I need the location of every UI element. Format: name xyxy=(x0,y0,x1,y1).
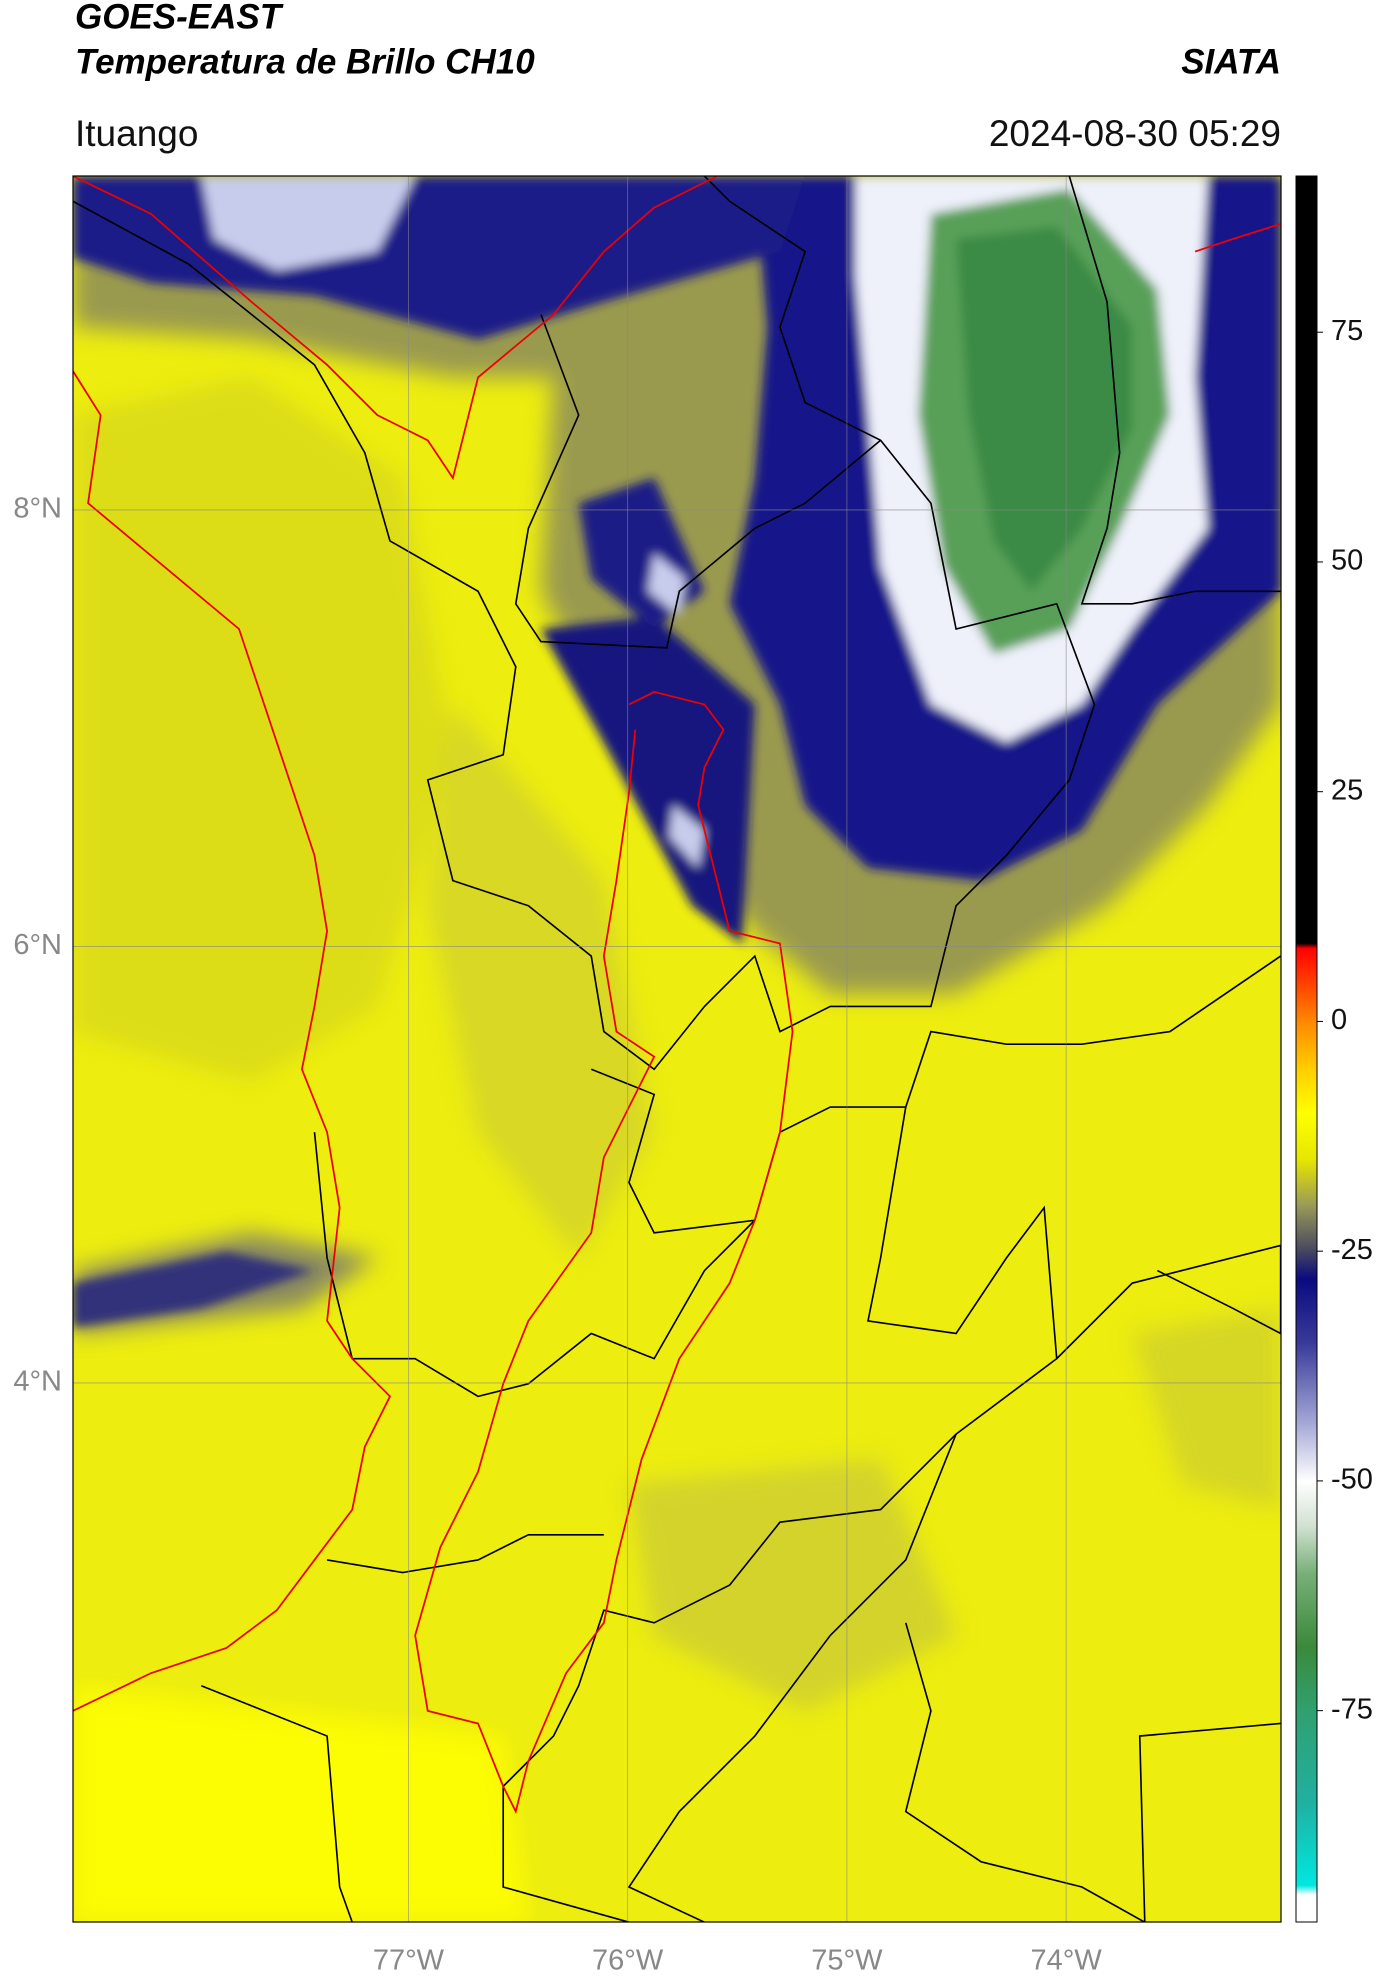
admin-boundary xyxy=(73,176,1096,1071)
colorbar-segment xyxy=(1296,1113,1317,1160)
admin-boundary xyxy=(326,1533,604,1574)
map-imagery xyxy=(73,176,1281,1922)
colorbar-segment xyxy=(1296,1425,1317,1482)
admin-boundary xyxy=(313,1132,756,1398)
admin-boundary xyxy=(502,1106,1058,1922)
colorbar-segment xyxy=(1296,1343,1317,1427)
colorbar-tick-label: -25 xyxy=(1331,1234,1373,1266)
colorbar-segment xyxy=(1296,947,1317,1022)
colorbar-tick-label: 75 xyxy=(1331,315,1363,347)
colorbar-segment xyxy=(1296,1710,1317,1804)
colorbar-segment xyxy=(1296,1646,1317,1712)
department-boundary xyxy=(414,690,794,1815)
colorbar-segment xyxy=(1296,1159,1317,1206)
colorbar-segment xyxy=(1296,1067,1317,1114)
colorbar-tick-label: -75 xyxy=(1331,1693,1373,1725)
datetime: 2024-08-30 05:29 xyxy=(989,113,1281,154)
colorbar-segment xyxy=(1296,1572,1317,1647)
lat-label: 4°N xyxy=(13,1366,62,1398)
admin-boundary xyxy=(514,314,882,649)
colorbar-tick-label: 25 xyxy=(1331,774,1363,806)
colorbar-segment xyxy=(1296,176,1317,944)
coastline xyxy=(73,370,392,1712)
admin-boundary xyxy=(590,955,1281,1234)
colorbar-segment xyxy=(1296,1526,1317,1574)
admin-boundary xyxy=(627,1433,957,1922)
colorbar-segment xyxy=(1296,943,1317,949)
source: SIATA xyxy=(1181,42,1281,81)
colorbar-segment xyxy=(1296,1894,1317,1923)
location: Ituango xyxy=(75,113,198,154)
colorbar-segment xyxy=(1296,1480,1317,1528)
subtitle: Temperatura de Brillo CH10 xyxy=(75,42,535,81)
colorbar: 75 50 25 0 -25 -50 -75 xyxy=(1296,176,1373,1923)
map-frame xyxy=(72,175,1282,1923)
colorbar-tick-label: 0 xyxy=(1331,1004,1347,1036)
admin-boundary xyxy=(200,1684,354,1922)
colorbar-tick-label: 50 xyxy=(1331,545,1363,577)
lon-label: 75°W xyxy=(811,1945,883,1977)
colorbar-segment xyxy=(1296,1021,1317,1068)
title: GOES-EAST xyxy=(75,0,284,36)
lon-label: 76°W xyxy=(592,1945,664,1977)
coastline xyxy=(1194,223,1281,253)
cold-tops xyxy=(73,176,1281,1328)
graticule: 77°W 76°W 75°W 74°W 8°N 6°N 4°N xyxy=(13,176,1281,1977)
colorbar-segment xyxy=(1296,1251,1317,1280)
admin-boundary xyxy=(1068,176,1281,605)
lat-label: 8°N xyxy=(13,493,62,525)
colorbar-tick-label: -50 xyxy=(1331,1464,1373,1496)
admin-boundary xyxy=(904,1622,1281,1922)
boundaries xyxy=(73,176,1281,1922)
colorbar-segment xyxy=(1296,1885,1317,1895)
colorbar-frame xyxy=(1295,175,1318,1923)
lat-label: 6°N xyxy=(13,929,62,961)
colorbar-segment xyxy=(1296,1205,1317,1252)
lon-label: 74°W xyxy=(1031,1945,1103,1977)
coastline xyxy=(73,176,718,481)
colorbar-segment xyxy=(1296,1278,1317,1344)
lon-label: 77°W xyxy=(373,1945,445,1977)
colorbar-segment xyxy=(1296,1802,1317,1886)
cloud-field xyxy=(73,176,1281,1922)
